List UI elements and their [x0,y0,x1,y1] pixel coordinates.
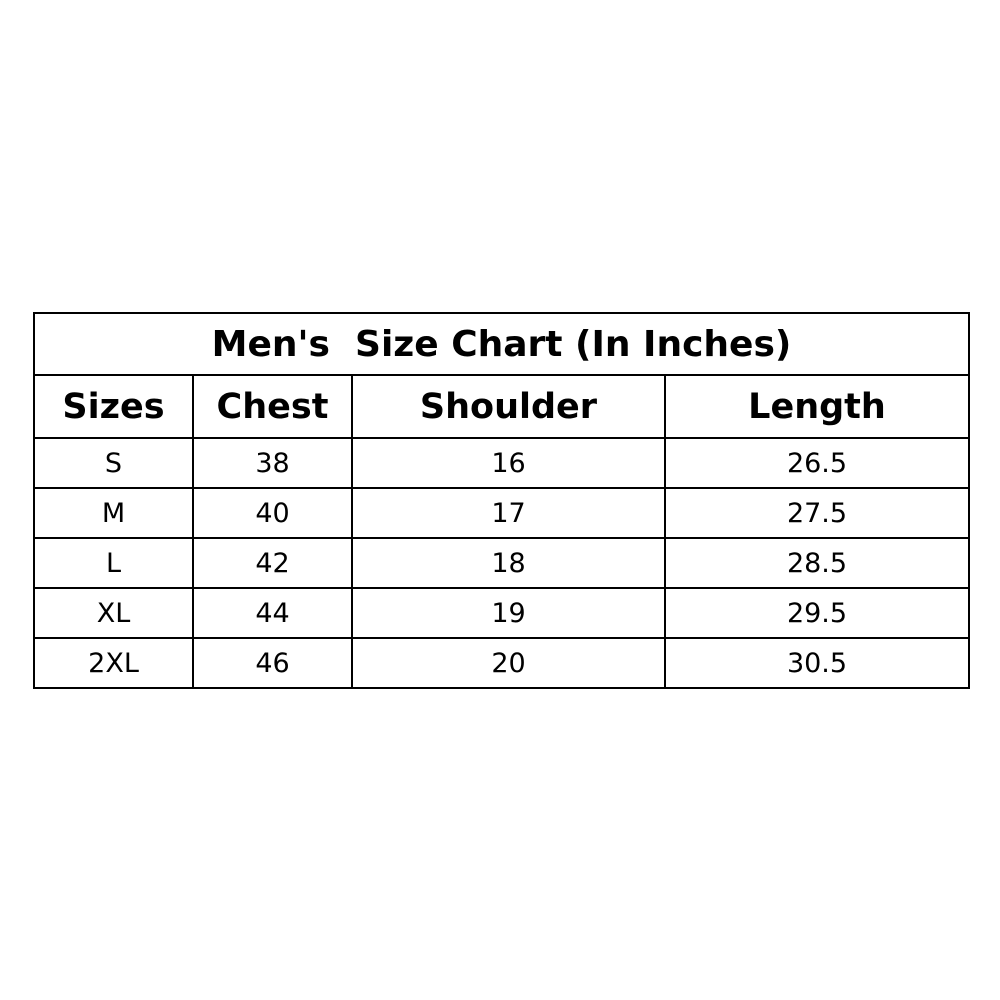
table-cell: 42 [192,537,353,589]
table-cell: 26.5 [663,437,971,489]
table-cell: S [33,437,194,489]
size-chart-table: Men's Size Chart (In Inches) Sizes Chest… [32,312,971,689]
column-header: Length [663,374,971,439]
column-header: Shoulder [351,374,666,439]
table-cell: 40 [192,487,353,539]
table-row: M 40 17 27.5 [33,487,971,539]
table-cell: 44 [192,587,353,639]
table-row: XL 44 19 29.5 [33,587,971,639]
table-cell: 2XL [33,637,194,689]
table-row: 2XL 46 20 30.5 [33,637,971,689]
column-header: Sizes [33,374,194,439]
table-cell: XL [33,587,194,639]
table-cell: 17 [351,487,666,539]
table-cell: 38 [192,437,353,489]
table-cell: M [33,487,194,539]
table-row: L 42 18 28.5 [33,537,971,589]
table-cell: 28.5 [663,537,971,589]
table-cell: L [33,537,194,589]
table-cell: 16 [351,437,666,489]
table-cell: 30.5 [663,637,971,689]
table-row: S 38 16 26.5 [33,437,971,489]
table-cell: 18 [351,537,666,589]
table-cell: 46 [192,637,353,689]
table-title: Men's Size Chart (In Inches) [32,312,971,376]
table-cell: 19 [351,587,666,639]
table-cell: 20 [351,637,666,689]
header-row: Sizes Chest Shoulder Length [33,374,971,439]
column-header: Chest [192,374,353,439]
table-cell: 29.5 [663,587,971,639]
table-cell: 27.5 [663,487,971,539]
